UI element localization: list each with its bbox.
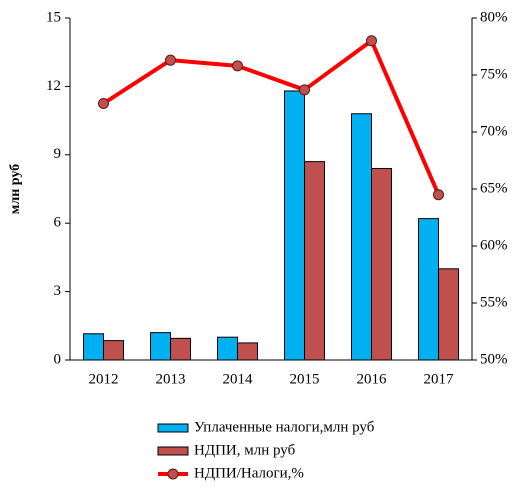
x-tick-label: 2017 bbox=[424, 371, 455, 387]
y2-tick-label: 70% bbox=[480, 123, 508, 139]
x-tick-label: 2014 bbox=[223, 371, 254, 387]
y2-tick-label: 65% bbox=[480, 180, 508, 196]
y-tick-label: 0 bbox=[54, 351, 62, 367]
line-marker bbox=[165, 54, 176, 66]
bar bbox=[304, 161, 325, 361]
y2-tick-label: 60% bbox=[480, 237, 508, 253]
legend-swatch bbox=[157, 423, 189, 433]
x-tick-label: 2013 bbox=[156, 371, 186, 387]
y2-tick-label: 50% bbox=[480, 351, 508, 367]
y2-tick-label: 75% bbox=[480, 66, 508, 82]
y2-tick-label: 80% bbox=[480, 9, 508, 25]
line-marker bbox=[433, 189, 444, 201]
x-tick-label: 2012 bbox=[89, 371, 119, 387]
bar bbox=[371, 167, 392, 361]
legend-label: Уплаченные налоги,млн руб bbox=[194, 419, 375, 435]
line-marker bbox=[366, 35, 377, 47]
y-tick-label: 9 bbox=[54, 146, 62, 162]
x-tick-label: 2015 bbox=[290, 371, 320, 387]
y2-tick-label: 55% bbox=[480, 294, 508, 310]
line-marker bbox=[299, 84, 310, 96]
bar bbox=[170, 337, 191, 361]
bar bbox=[150, 332, 171, 361]
legend-label: НДПИ, млн руб bbox=[194, 442, 296, 458]
y-tick-label: 12 bbox=[46, 78, 61, 94]
y-tick-label: 3 bbox=[54, 283, 62, 299]
legend-label: НДПИ/Налоги,% bbox=[194, 465, 304, 481]
y-tick-label: 6 bbox=[54, 215, 62, 231]
bar bbox=[418, 218, 439, 361]
x-tick-label: 2016 bbox=[357, 371, 388, 387]
bar bbox=[103, 340, 124, 361]
y-tick-label: 15 bbox=[46, 9, 61, 25]
bar bbox=[284, 90, 305, 361]
legend-swatch bbox=[157, 446, 189, 456]
line bbox=[102, 38, 441, 196]
line-marker bbox=[232, 60, 243, 72]
legend-marker bbox=[167, 468, 179, 480]
bar bbox=[351, 113, 372, 361]
y-axis-label: млн руб bbox=[8, 164, 23, 214]
line-marker bbox=[98, 98, 109, 109]
bar bbox=[237, 342, 258, 361]
bar bbox=[438, 268, 459, 361]
bar bbox=[83, 333, 104, 361]
bar bbox=[217, 336, 238, 361]
